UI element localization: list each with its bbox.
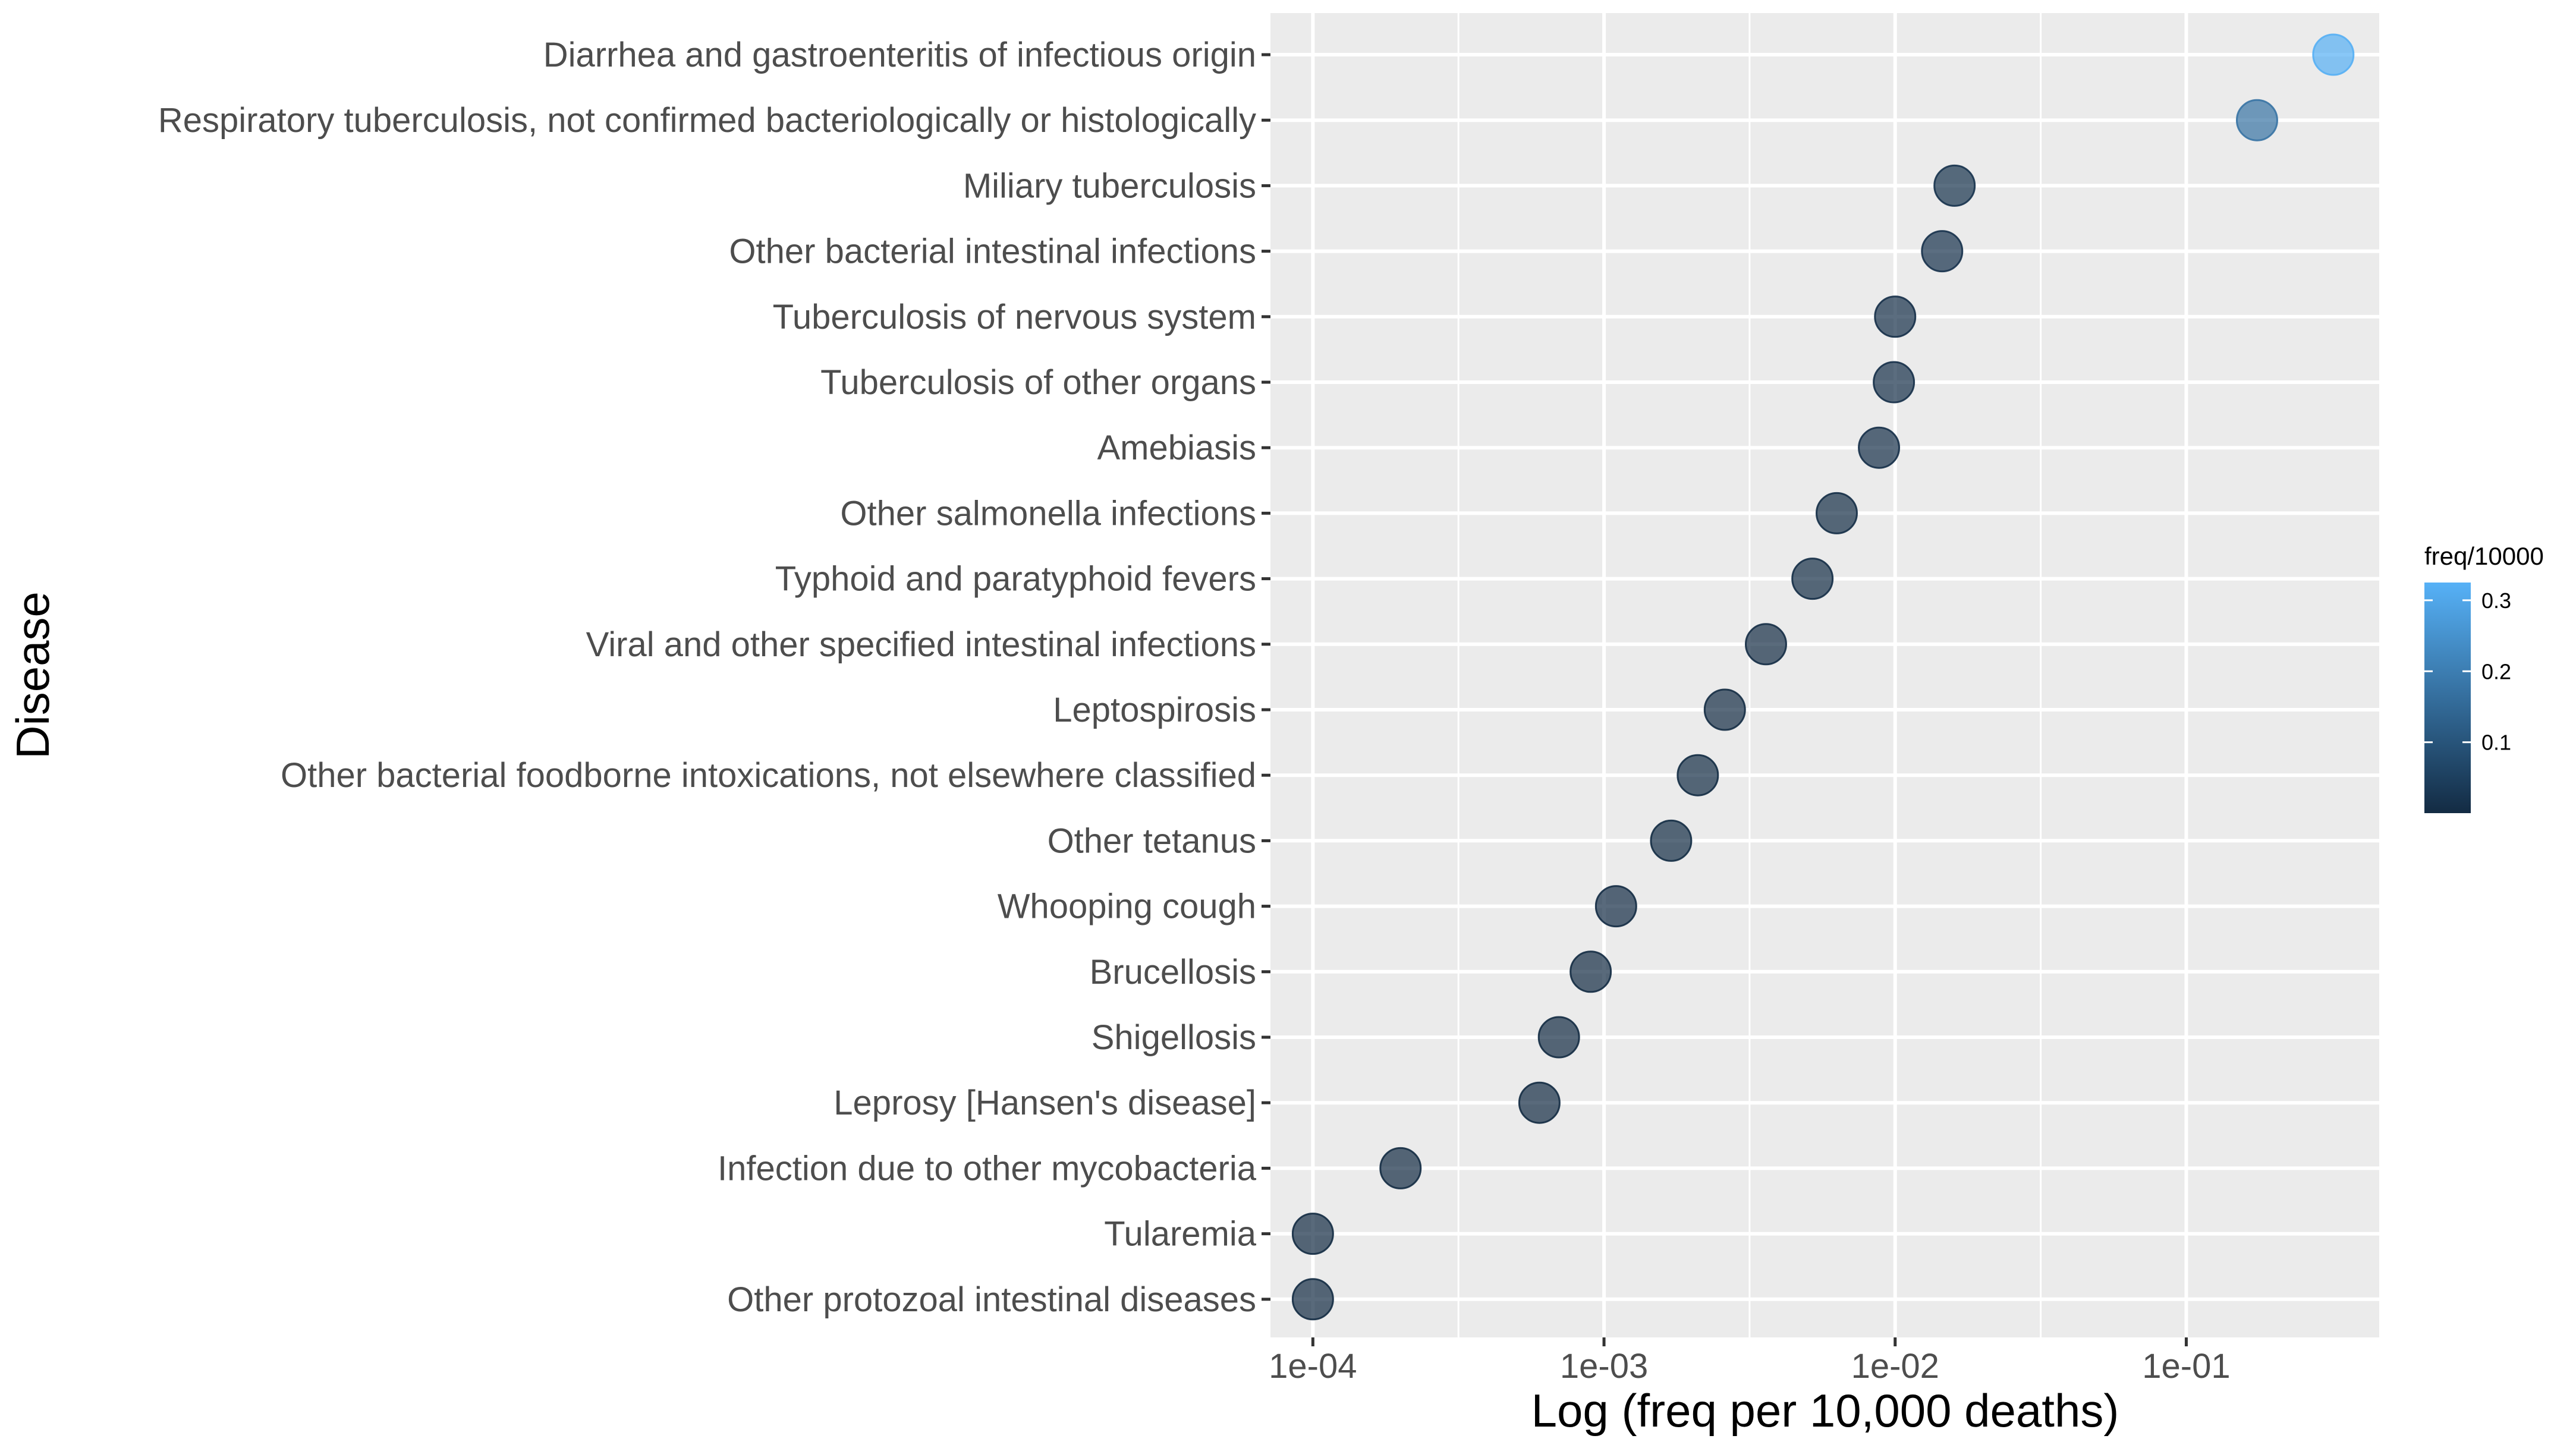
- data-point: [1858, 426, 1901, 469]
- data-point: [1291, 1213, 1334, 1255]
- data-point: [2235, 99, 2278, 141]
- x-tick-label: 1e-02: [1851, 1347, 1939, 1386]
- y-tick-label: Other protozoal intestinal diseases: [727, 1280, 1256, 1319]
- legend-ticks: 0.1 0.2 0.3: [2424, 588, 2511, 755]
- y-tick-label: Amebiasis: [1097, 429, 1256, 467]
- data-points: [1291, 33, 2355, 1321]
- data-point: [1650, 819, 1693, 862]
- data-point: [1379, 1147, 1422, 1189]
- y-tick-label: Miliary tuberculosis: [963, 166, 1256, 205]
- data-point: [1744, 623, 1787, 666]
- data-point: [1873, 361, 1916, 404]
- data-point: [1791, 558, 1834, 600]
- y-tick-label: Typhoid and paratyphoid fevers: [775, 560, 1256, 599]
- y-tick-label: Other salmonella infections: [840, 494, 1256, 533]
- y-tick-label: Other tetanus: [1048, 821, 1256, 860]
- legend-tick-label: 0.1: [2481, 731, 2511, 755]
- data-point: [1569, 950, 1612, 993]
- data-point: [1815, 492, 1858, 534]
- y-tick-label: Diarrhea and gastroenteritis of infectio…: [543, 36, 1256, 74]
- y-tick-label: Leptospirosis: [1053, 691, 1256, 729]
- y-tick-label: Respiratory tuberculosis, not confirmed …: [158, 101, 1256, 140]
- y-tick-label: Viral and other specified intestinal inf…: [586, 625, 1256, 664]
- y-tick-label: Other bacterial foodborne intoxications,…: [281, 756, 1256, 795]
- x-tick-label: 1e-01: [2142, 1347, 2230, 1386]
- x-axis-labels: 1e-04 1e-03 1e-02 1e-01: [1269, 1347, 2230, 1386]
- color-legend: freq/10000 0.1 0.2 0.3: [2424, 542, 2544, 813]
- y-tick-label: Leprosy [Hansen's disease]: [833, 1084, 1256, 1122]
- data-point: [1921, 230, 1964, 273]
- major-gridlines: [1270, 13, 2379, 1337]
- panel-background: [1270, 13, 2379, 1337]
- x-axis-ticks: [1311, 1337, 2188, 1346]
- y-tick-label: Tuberculosis of other organs: [820, 363, 1256, 402]
- x-tick-label: 1e-03: [1560, 1347, 1648, 1386]
- data-point: [1537, 1016, 1580, 1059]
- y-tick-label: Tuberculosis of nervous system: [773, 298, 1256, 336]
- legend-colorbar: [2424, 583, 2471, 813]
- data-point: [1703, 688, 1746, 731]
- data-point: [2312, 33, 2355, 76]
- minor-gridlines: [1457, 13, 2042, 1337]
- y-tick-label: Brucellosis: [1090, 953, 1256, 991]
- legend-tick-label: 0.2: [2481, 659, 2511, 684]
- y-axis-labels: Diarrhea and gastroenteritis of infectio…: [158, 36, 1257, 1319]
- y-tick-label: Other bacterial intestinal infections: [729, 232, 1256, 271]
- legend-tick-label: 0.3: [2481, 588, 2511, 613]
- data-point: [1594, 885, 1637, 928]
- data-point: [1874, 295, 1917, 338]
- data-point: [1933, 164, 1976, 207]
- data-point: [1518, 1081, 1561, 1124]
- x-axis-title: Log (freq per 10,000 deaths): [1531, 1384, 2119, 1437]
- data-point: [1291, 1278, 1334, 1321]
- y-axis-ticks: [1262, 53, 1270, 1301]
- y-tick-label: Shigellosis: [1092, 1018, 1256, 1057]
- y-tick-label: Whooping cough: [998, 887, 1256, 926]
- y-tick-label: Infection due to other mycobacteria: [718, 1149, 1257, 1188]
- data-point: [1677, 754, 1719, 797]
- legend-title: freq/10000: [2424, 542, 2544, 570]
- x-tick-label: 1e-04: [1269, 1347, 1357, 1386]
- y-tick-label: Tularemia: [1104, 1215, 1256, 1254]
- y-axis-title: Disease: [7, 591, 59, 759]
